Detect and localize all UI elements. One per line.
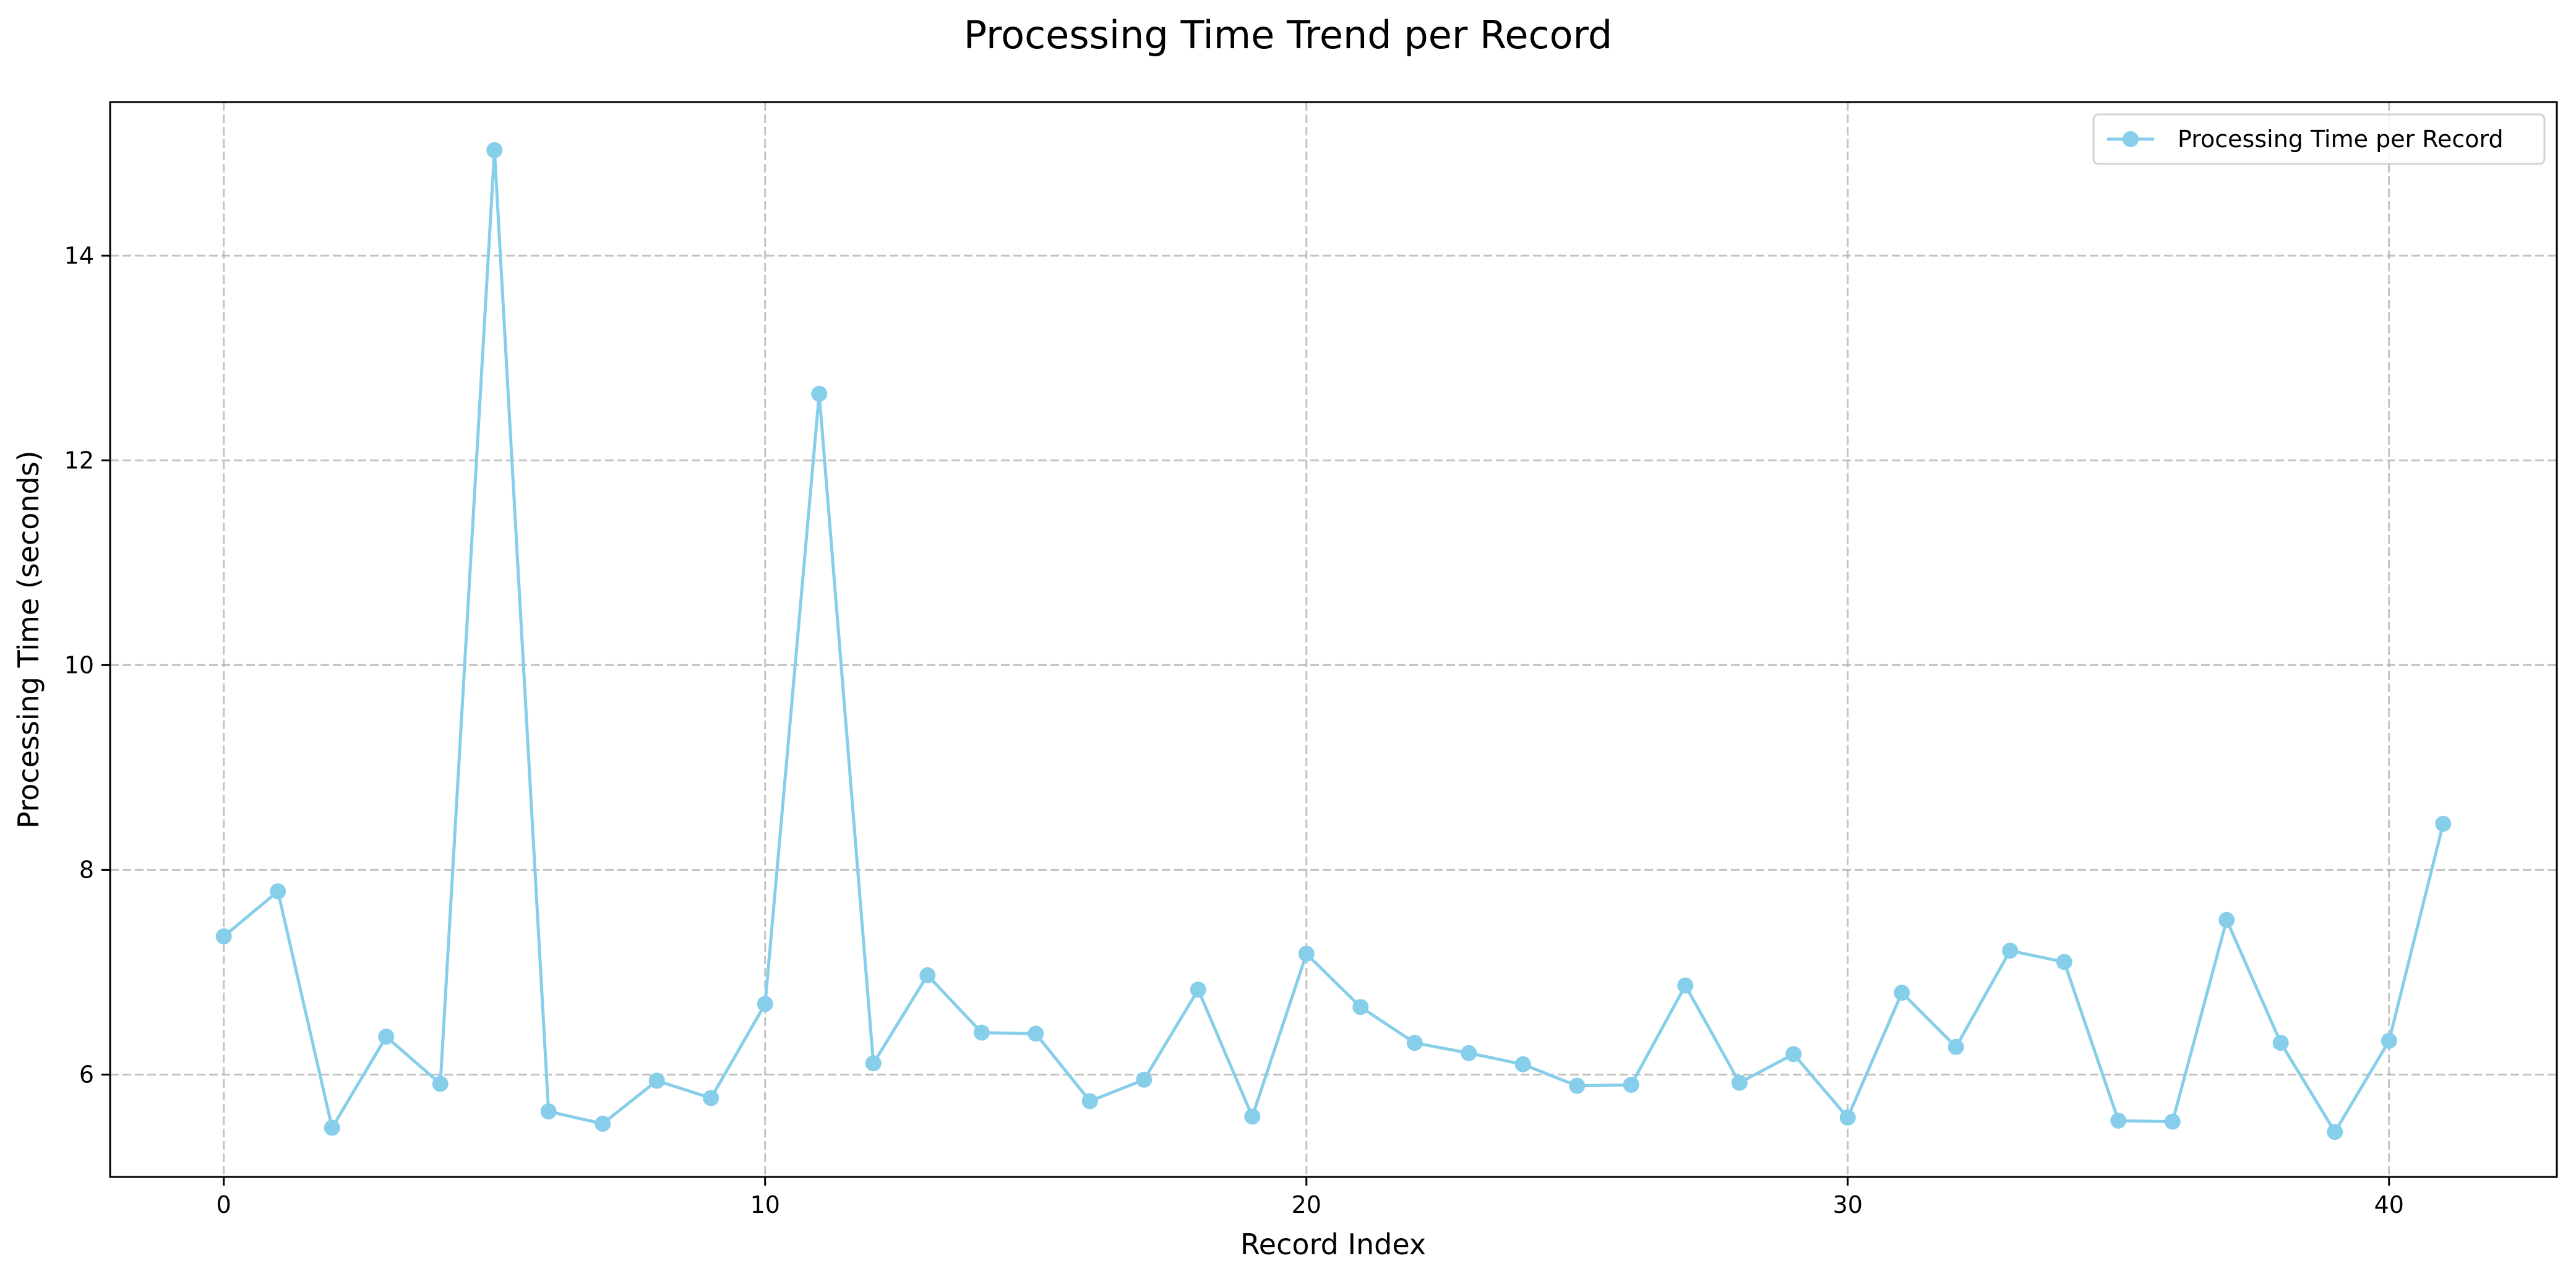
data-point — [1081, 1093, 1098, 1110]
legend-label: Processing Time per Record — [2178, 126, 2504, 153]
legend: Processing Time per Record — [2092, 113, 2546, 165]
data-point — [1839, 1109, 1856, 1126]
data-point — [2164, 1113, 2181, 1130]
data-point — [324, 1119, 340, 1136]
data-point — [757, 996, 773, 1012]
data-point — [540, 1103, 557, 1120]
data-point — [2056, 954, 2072, 970]
data-point — [1136, 1071, 1153, 1088]
data-point — [378, 1029, 395, 1045]
data-point — [432, 1076, 449, 1092]
x-tick-label: 40 — [2374, 1191, 2404, 1218]
data-point — [2218, 912, 2235, 928]
series-line — [223, 148, 2445, 1134]
data-point — [1028, 1025, 1044, 1042]
data-point — [2435, 815, 2452, 832]
legend-marker-swatch — [2123, 131, 2139, 147]
data-point — [1731, 1074, 1748, 1091]
x-axis-label: Record Index — [1240, 1228, 1426, 1261]
grid — [110, 102, 2557, 1177]
data-point — [486, 142, 503, 158]
y-tick-label: 10 — [64, 651, 94, 678]
legend-frame — [2092, 113, 2546, 165]
data-point — [1677, 977, 1694, 994]
x-tick-label: 30 — [1833, 1191, 1863, 1218]
plot-area-frame — [109, 101, 2558, 1178]
y-axis-label: Processing Time (seconds) — [12, 450, 45, 828]
data-point — [2110, 1112, 2127, 1129]
data-point — [1514, 1056, 1531, 1072]
data-point — [2327, 1124, 2343, 1140]
data-point — [1461, 1045, 1477, 1061]
data-point — [215, 928, 232, 945]
data-point — [1244, 1108, 1261, 1125]
chart-title: Processing Time Trend per Record — [964, 12, 1613, 58]
x-tick-label: 0 — [217, 1191, 231, 1218]
data-point — [1298, 946, 1315, 962]
data-point — [973, 1024, 990, 1041]
data-point — [1190, 982, 1206, 998]
data-point — [865, 1055, 882, 1072]
data-point — [2002, 943, 2019, 959]
data-point — [270, 883, 286, 900]
axis-ticks: 0 10 20 30 40 6 8 10 12 14 — [64, 242, 2404, 1218]
y-tick-label: 14 — [64, 242, 94, 269]
series-layer — [215, 142, 2452, 1140]
y-tick-label: 8 — [79, 856, 94, 883]
data-point — [1894, 985, 1910, 1001]
data-point — [1406, 1035, 1423, 1051]
x-tick-label: 20 — [1292, 1191, 1321, 1218]
x-tick-label: 10 — [750, 1191, 780, 1218]
y-tick-label: 6 — [79, 1061, 94, 1088]
data-point — [1947, 1038, 1964, 1055]
data-point — [2272, 1035, 2289, 1051]
data-point — [1623, 1077, 1639, 1093]
data-point — [648, 1072, 665, 1089]
data-point — [703, 1090, 719, 1106]
data-point — [1569, 1077, 1586, 1094]
data-point — [919, 967, 936, 983]
data-point — [1785, 1046, 1802, 1063]
data-point — [2381, 1032, 2397, 1049]
y-tick-label: 12 — [64, 447, 94, 474]
data-point — [811, 385, 828, 402]
data-point — [595, 1115, 611, 1132]
data-point — [1352, 999, 1369, 1016]
